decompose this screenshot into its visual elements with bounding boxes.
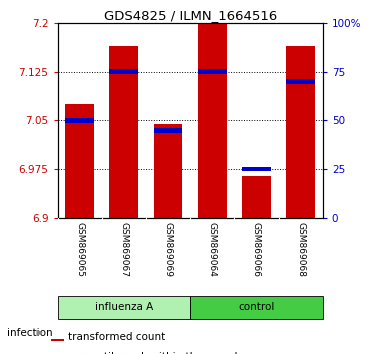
Text: GSM869069: GSM869069 xyxy=(164,222,173,276)
Title: GDS4825 / ILMN_1664516: GDS4825 / ILMN_1664516 xyxy=(104,9,277,22)
Bar xyxy=(109,69,138,74)
Bar xyxy=(286,46,315,218)
Text: influenza A: influenza A xyxy=(95,302,153,312)
FancyBboxPatch shape xyxy=(58,296,190,319)
Bar xyxy=(65,104,94,218)
Text: control: control xyxy=(238,302,275,312)
Text: GSM869068: GSM869068 xyxy=(296,222,305,276)
FancyBboxPatch shape xyxy=(190,296,323,319)
Bar xyxy=(154,124,183,218)
Text: percentile rank within the sample: percentile rank within the sample xyxy=(68,352,244,354)
Bar xyxy=(242,176,271,218)
Text: GSM869066: GSM869066 xyxy=(252,222,261,276)
FancyBboxPatch shape xyxy=(52,338,64,341)
Text: GSM869065: GSM869065 xyxy=(75,222,84,276)
Text: GSM869064: GSM869064 xyxy=(208,222,217,276)
Bar xyxy=(109,46,138,218)
Text: GSM869067: GSM869067 xyxy=(119,222,128,276)
Bar xyxy=(286,79,315,84)
Bar xyxy=(65,118,94,123)
Bar xyxy=(242,167,271,171)
Bar xyxy=(198,69,227,74)
Bar xyxy=(154,128,183,132)
Text: infection: infection xyxy=(7,328,53,338)
Bar xyxy=(198,23,227,218)
Text: transformed count: transformed count xyxy=(68,332,165,342)
